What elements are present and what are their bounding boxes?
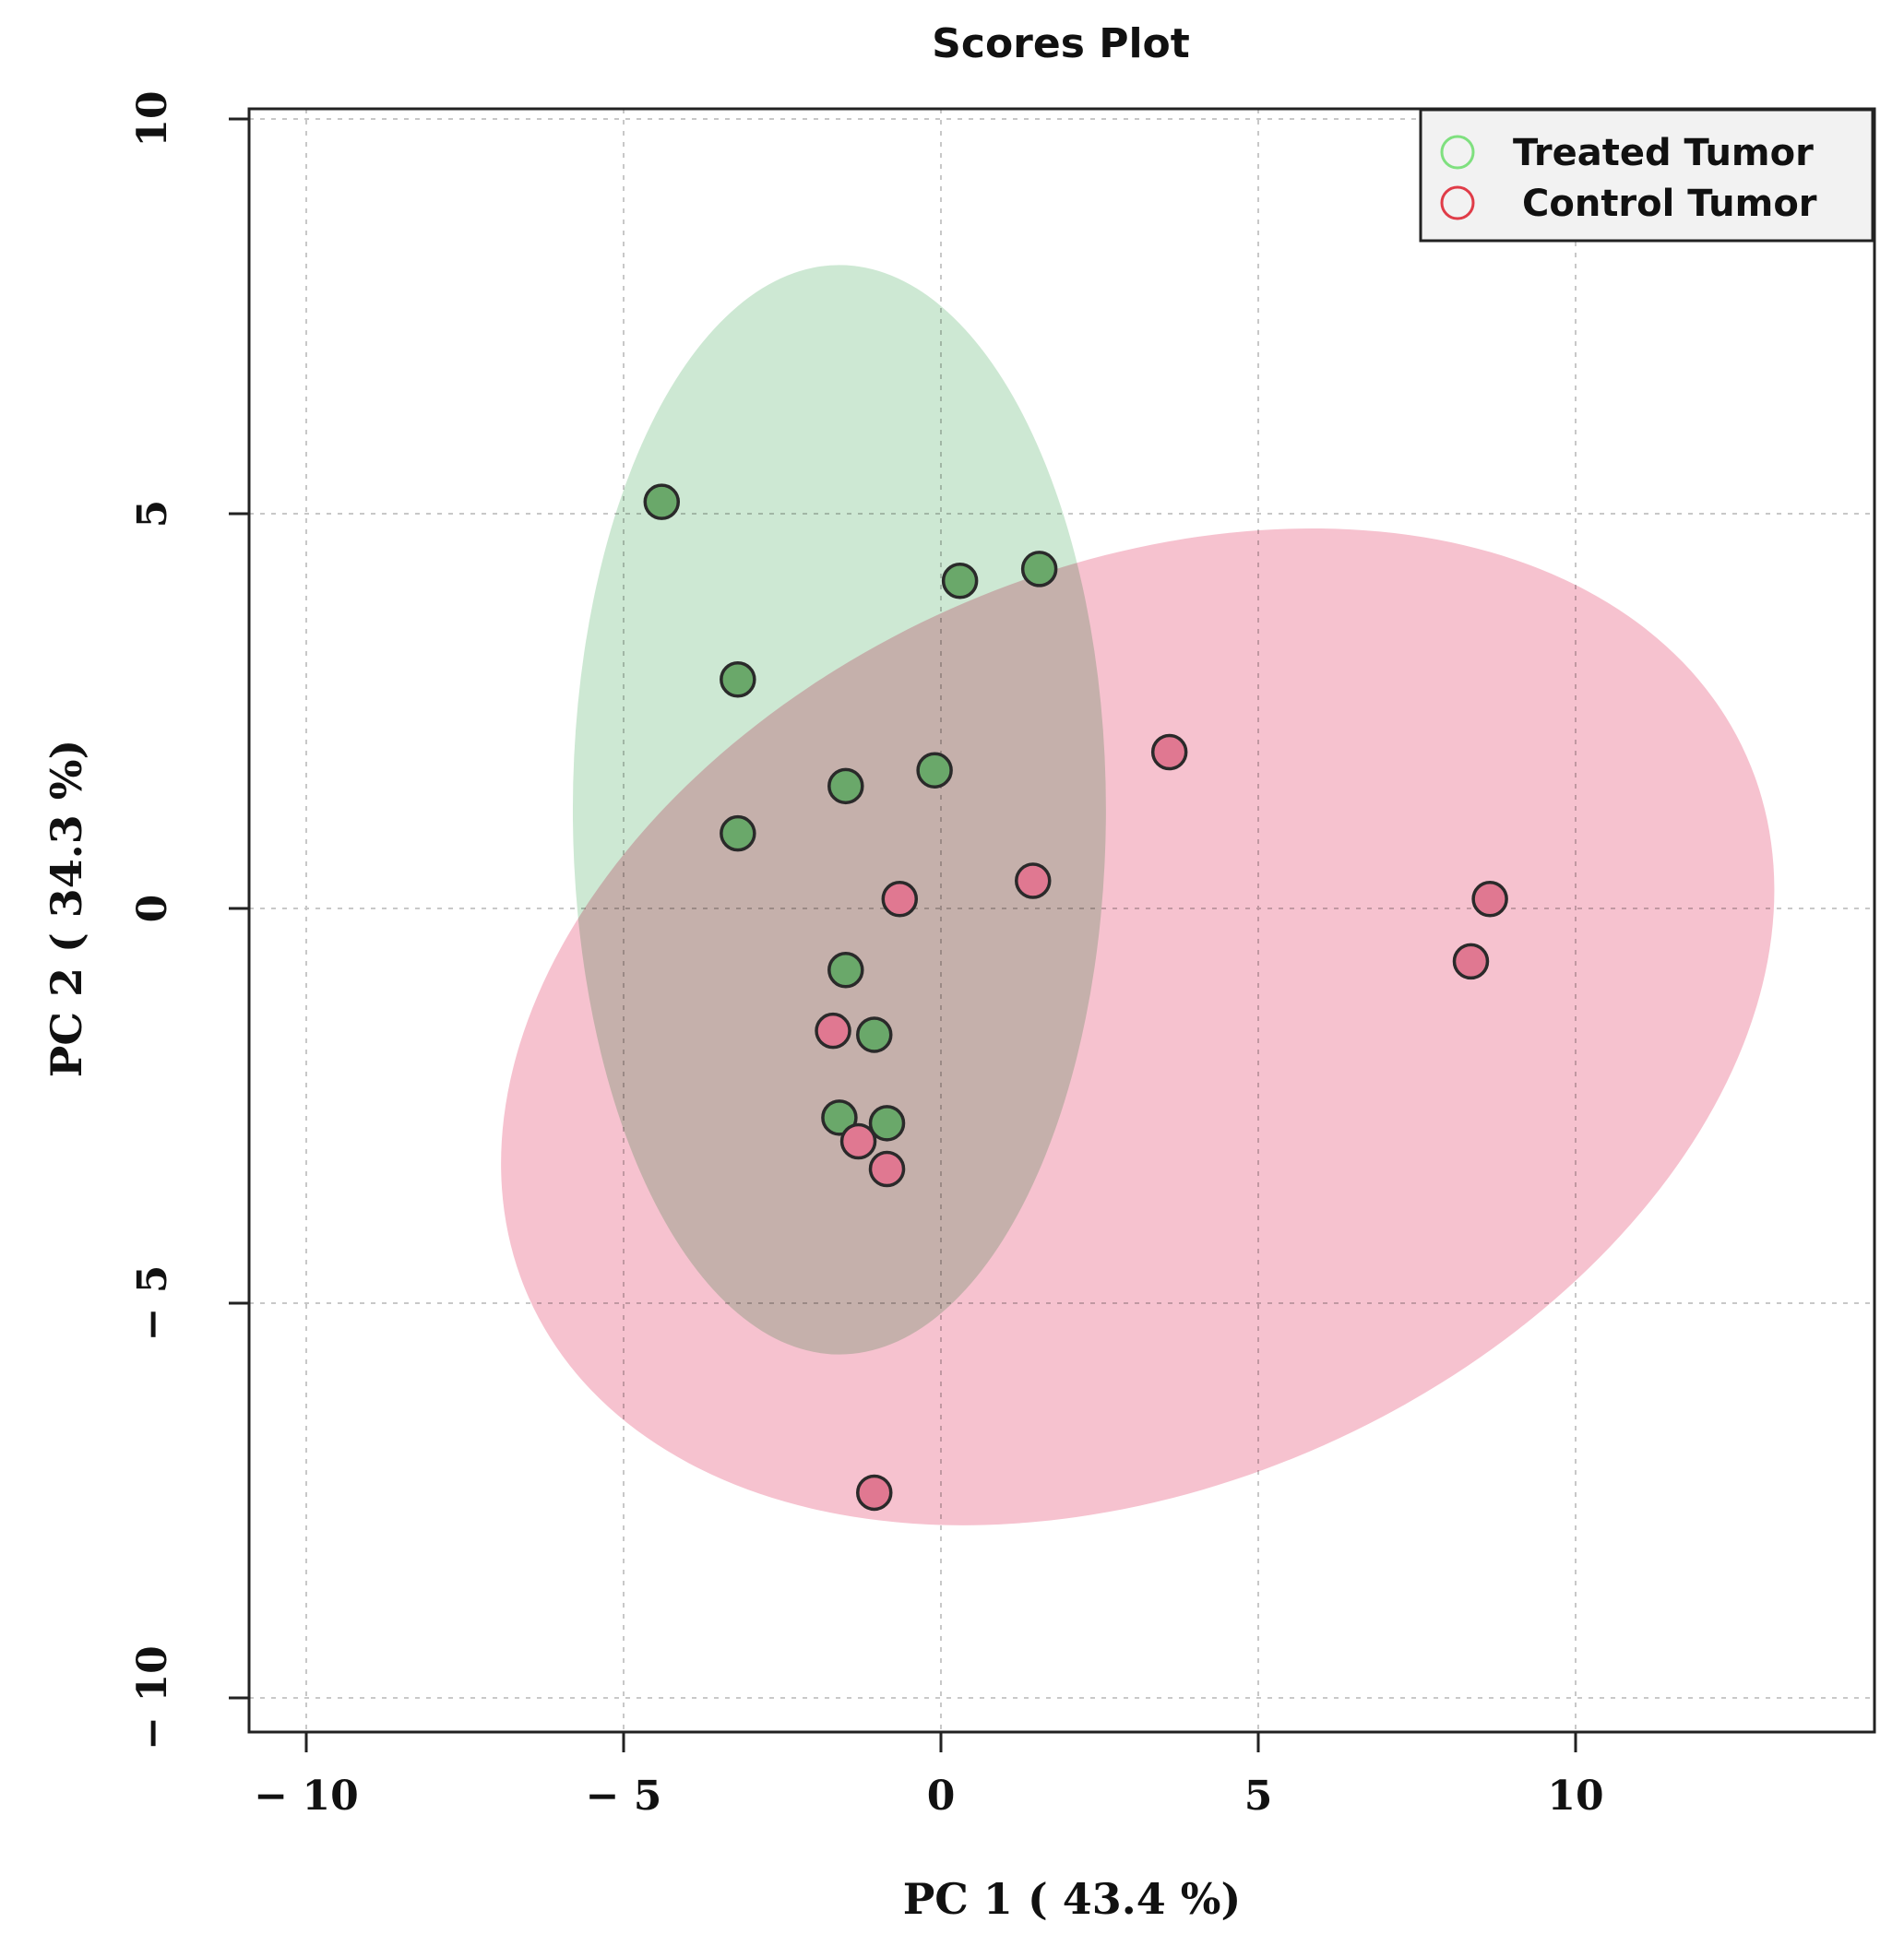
ellipse-control-tumor (501, 528, 1775, 1525)
point-treated-tumor-3 (720, 661, 756, 698)
point-treated-tumor-1 (941, 563, 979, 599)
point-treated-tumor-5 (916, 752, 953, 789)
point-treated-tumor-9 (821, 1099, 858, 1136)
y-tick-label-4: 10 (129, 90, 176, 147)
point-treated-tumor-8 (856, 1016, 893, 1053)
point-treated-tumor-6 (720, 814, 756, 852)
y-axis-title: PC 2 ( 34.3 %) (42, 740, 91, 1078)
legend-marker-control-tumor (1440, 185, 1475, 220)
y-axis: − 10 − 5 0 5 10 (129, 90, 251, 1750)
point-treated-tumor-4 (827, 767, 864, 805)
legend-marker-treated-tumor (1440, 135, 1475, 170)
point-treated-tumor-10 (868, 1105, 906, 1142)
point-control-tumor-2 (881, 880, 919, 918)
x-axis-title: PC 1 ( 43.4 %) (903, 1874, 1242, 1924)
x-tick-label-2: 0 (927, 1773, 956, 1820)
y-tick-label-1: − 5 (129, 1265, 176, 1342)
legend-label-treated-tumor: Treated Tumor (1513, 132, 1814, 174)
y-tick-label-0: − 10 (129, 1645, 176, 1750)
point-control-tumor-8 (856, 1474, 893, 1512)
point-control-tumor-0 (1150, 733, 1188, 771)
point-treated-tumor-2 (1020, 551, 1058, 587)
confidence-ellipses (501, 265, 1775, 1525)
x-axis: − 10 − 5 0 5 10 (254, 1730, 1604, 1820)
point-control-tumor-1 (1015, 862, 1052, 899)
point-control-tumor-4 (1452, 943, 1490, 980)
x-tick-label-4: 10 (1547, 1773, 1603, 1820)
point-treated-tumor-7 (827, 952, 864, 989)
legend-box (1419, 108, 1874, 243)
legend: Treated Tumor Control Tumor (1419, 108, 1874, 243)
point-treated-tumor-0 (643, 483, 681, 520)
point-control-tumor-7 (868, 1150, 906, 1188)
x-tick-label-1: − 5 (586, 1773, 662, 1820)
legend-label-control-tumor: Control Tumor (1522, 183, 1817, 225)
x-tick-label-3: 5 (1244, 1773, 1273, 1820)
y-tick-label-2: 0 (129, 895, 176, 923)
y-tick-label-3: 5 (129, 500, 176, 528)
x-tick-label-0: − 10 (254, 1773, 358, 1820)
chart-title: Scores Plot (932, 20, 1190, 67)
point-control-tumor-5 (815, 1012, 851, 1050)
data-points (643, 483, 1508, 1512)
point-control-tumor-3 (1471, 880, 1508, 918)
point-control-tumor-6 (839, 1122, 877, 1160)
